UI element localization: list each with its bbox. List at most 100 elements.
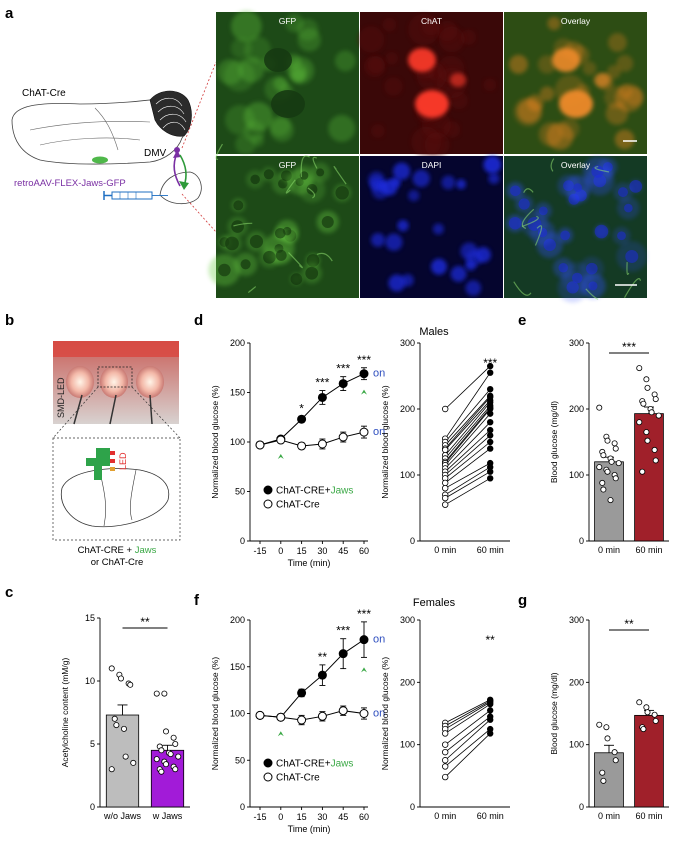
legend-label-text: ChAT-CRE+ xyxy=(276,486,331,497)
data-point xyxy=(651,711,658,718)
y-axis-label: Normalized blood glucose (%) xyxy=(210,657,220,771)
y-tick-label: 200 xyxy=(569,404,584,414)
bar-chart-g: 0 100 200 300 Blood glucose (mg/dl) 0 min 60 m… xyxy=(549,615,669,821)
data-point xyxy=(442,741,449,748)
legend-label: ChAT-CRE+Jaws xyxy=(276,759,353,770)
data-point xyxy=(487,468,494,475)
data-point xyxy=(487,716,494,723)
data-point xyxy=(615,460,622,467)
x-tick-label: 0 xyxy=(278,546,283,556)
y-tick-label: 300 xyxy=(400,615,415,625)
pair-line xyxy=(444,466,491,496)
led-glow xyxy=(66,366,94,398)
data-point xyxy=(442,773,449,781)
texture-mark xyxy=(370,124,385,138)
legend-label: ChAT-Cre xyxy=(276,500,320,511)
data-point xyxy=(255,710,265,720)
membrane-mark xyxy=(521,208,535,229)
cell-body-mark xyxy=(552,48,580,72)
data-point xyxy=(600,486,607,493)
pair-line xyxy=(444,413,491,466)
data-point xyxy=(162,761,169,768)
brain-schematic: ChAT-Cre DMV retroAAV-FLEX-Jaws-GFP xyxy=(11,61,217,233)
y-tick-label: 150 xyxy=(230,662,245,672)
pair-line xyxy=(444,395,491,446)
section-title-males: Males xyxy=(419,326,449,338)
led-photo: SMD-LED xyxy=(53,341,179,425)
data-point xyxy=(604,735,611,742)
paired-chart-f2: 0 100 200 300 Normalized blood glucose (%) 0 … xyxy=(380,615,510,821)
nucleus-mark xyxy=(240,259,251,270)
zoom-line xyxy=(181,193,217,233)
nucleus-mark xyxy=(218,263,231,277)
nucleus-mark xyxy=(408,189,420,202)
micrograph-label: GFP xyxy=(279,16,297,26)
pair-line xyxy=(444,719,491,761)
pair-line xyxy=(444,716,491,753)
data-point xyxy=(607,497,614,504)
data-point xyxy=(636,419,643,426)
pair-line xyxy=(444,733,491,778)
data-point xyxy=(158,747,165,754)
bar xyxy=(594,752,624,808)
data-point xyxy=(611,749,618,756)
light-arrow-icon xyxy=(361,667,367,673)
data-point xyxy=(255,440,265,450)
membrane-mark xyxy=(534,225,543,246)
pair-line xyxy=(444,703,491,734)
data-point xyxy=(487,730,494,737)
micrograph-label: ChAT xyxy=(421,16,442,26)
texture-mark xyxy=(517,99,541,124)
nucleus-mark xyxy=(233,200,244,211)
data-point xyxy=(121,725,128,732)
x-tick-label: 60 min xyxy=(635,545,662,555)
legend-marker xyxy=(263,485,273,495)
membrane-mark xyxy=(521,215,539,228)
y-tick-label: 15 xyxy=(85,613,95,623)
cell-body-mark xyxy=(559,90,593,118)
data-point xyxy=(442,748,449,756)
texture-mark xyxy=(607,33,627,52)
texture-mark xyxy=(558,118,580,140)
membrane-mark xyxy=(300,155,310,178)
pair-line xyxy=(445,700,491,727)
data-point xyxy=(652,717,659,724)
data-point xyxy=(108,665,115,672)
y-tick-label: 200 xyxy=(400,677,415,687)
y-axis-label: Normalized blood glucose (%) xyxy=(380,657,390,771)
data-point xyxy=(487,410,494,417)
nucleus-mark xyxy=(231,220,244,233)
y-tick-label: 5 xyxy=(90,739,95,749)
series-line xyxy=(259,373,365,446)
data-point xyxy=(359,709,369,718)
nucleus-mark xyxy=(571,272,583,284)
texture-mark xyxy=(582,61,597,76)
nucleus-mark xyxy=(483,155,502,174)
data-point xyxy=(644,709,651,716)
y-tick-label: 300 xyxy=(569,615,584,625)
x-tick-label: 60 min xyxy=(477,545,504,555)
texture-mark xyxy=(547,16,561,31)
nucleus-mark xyxy=(617,187,628,198)
texture-mark xyxy=(604,85,627,109)
membrane-mark xyxy=(307,187,316,199)
liver-shape xyxy=(60,468,170,528)
data-point xyxy=(317,439,327,449)
led-glow xyxy=(100,366,128,398)
data-point xyxy=(639,468,646,475)
light-on-label: on xyxy=(373,368,385,380)
data-point xyxy=(487,369,494,376)
data-point xyxy=(442,494,449,502)
legend-marker xyxy=(263,772,273,782)
membrane-mark xyxy=(333,166,347,185)
y-tick-label: 200 xyxy=(569,677,584,687)
micrograph-label: Overlay xyxy=(561,16,591,26)
data-point xyxy=(118,675,125,682)
light-arrow-icon xyxy=(277,731,284,737)
pair-line xyxy=(444,407,491,463)
data-point xyxy=(596,721,603,728)
nucleus-mark xyxy=(560,230,571,241)
x-tick-label: 30 xyxy=(317,812,327,822)
